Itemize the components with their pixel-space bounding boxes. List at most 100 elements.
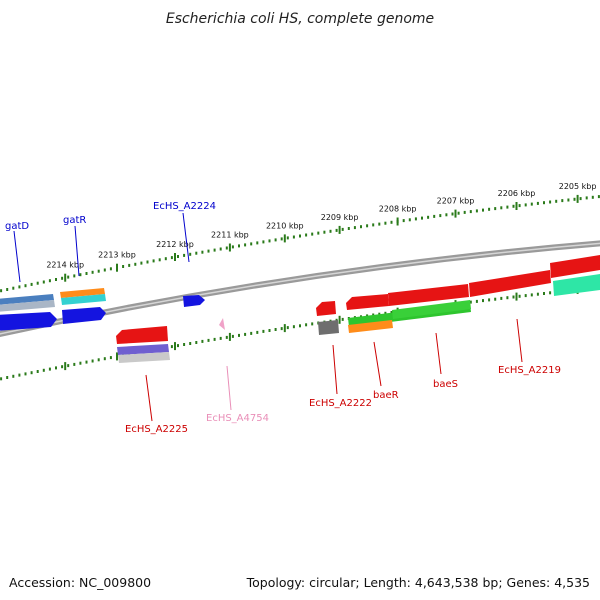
outer-tick-minor bbox=[268, 239, 271, 243]
gene-feature-gatd[interactable] bbox=[0, 312, 57, 331]
outer-tick-minor bbox=[366, 224, 369, 228]
outer-tick-minor bbox=[549, 200, 552, 204]
inner-tick-minor bbox=[195, 341, 198, 344]
outer-tick-minor bbox=[329, 229, 332, 233]
gene-feature-baes-shade2 bbox=[392, 300, 471, 319]
inner-tick-minor bbox=[262, 329, 265, 333]
scale-tick-label: 2210 kbp bbox=[266, 221, 304, 230]
scale-tick-label: 2212 kbp bbox=[156, 240, 194, 249]
outer-tick-minor bbox=[567, 198, 570, 202]
forward-gene-labels: gatD gatR EcHS_A2224 bbox=[5, 201, 216, 283]
gene-feature-baer[interactable] bbox=[346, 294, 389, 310]
outer-tick-major bbox=[116, 263, 118, 272]
outer-tick-major bbox=[454, 209, 457, 218]
outer-tick-minor bbox=[335, 228, 338, 232]
inner-tick-minor bbox=[469, 300, 472, 304]
inner-tick-minor bbox=[79, 361, 82, 365]
gene-feature-echs-a2224[interactable] bbox=[183, 295, 205, 307]
inner-tick-major bbox=[338, 315, 341, 324]
inner-tick-minor bbox=[85, 360, 88, 364]
gene-feature-edge-reverse[interactable] bbox=[550, 255, 600, 278]
gene-label-echs-a4754[interactable]: EcHS_A4754 bbox=[206, 413, 269, 424]
outer-tick-minor bbox=[30, 282, 33, 286]
gene-label-echs-a2222[interactable]: EcHS_A2222 bbox=[309, 398, 372, 409]
outer-tick-minor bbox=[134, 262, 137, 266]
inner-tick-minor bbox=[61, 365, 64, 369]
inner-tick-minor bbox=[219, 336, 222, 340]
inner-tick-minor bbox=[549, 291, 552, 295]
outer-tick-minor bbox=[244, 243, 247, 247]
gene-feature-gatr[interactable] bbox=[62, 307, 106, 324]
outer-tick-minor bbox=[421, 216, 423, 220]
outer-tick-minor bbox=[347, 227, 350, 230]
gene-feature-baes[interactable] bbox=[388, 284, 469, 306]
outer-tick-minor bbox=[36, 281, 39, 285]
outer-tick-major bbox=[283, 234, 286, 243]
inner-tick-minor bbox=[341, 317, 344, 321]
inner-tick-minor bbox=[475, 299, 478, 303]
gene-feature-gatd-outer[interactable] bbox=[0, 294, 54, 305]
inner-tick-minor bbox=[189, 342, 192, 345]
gene-feature-baer-shade bbox=[348, 320, 393, 333]
inner-tick-minor bbox=[390, 311, 393, 314]
outer-tick-minor bbox=[408, 218, 411, 222]
gene-label-gatr[interactable]: gatR bbox=[63, 215, 86, 226]
outer-tick-minor bbox=[475, 209, 478, 213]
inner-tick-minor bbox=[506, 296, 509, 300]
outer-tick-minor bbox=[97, 269, 100, 273]
outer-tick-minor bbox=[152, 259, 155, 263]
gene-feature-echs-a2222-shade bbox=[318, 320, 339, 335]
inner-tick-minor bbox=[18, 373, 21, 377]
inner-tick-minor bbox=[305, 323, 308, 327]
gene-label-gatd[interactable]: gatD bbox=[5, 221, 29, 232]
inner-tick-minor bbox=[207, 338, 210, 342]
gene-label-echs-a2224[interactable]: EcHS_A2224 bbox=[153, 201, 216, 212]
inner-tick-minor bbox=[225, 335, 228, 339]
inner-tick-minor bbox=[494, 297, 497, 301]
scale-tick-label: 2205 kbp bbox=[559, 182, 597, 191]
outer-tick-minor bbox=[597, 195, 600, 199]
outer-tick-minor bbox=[305, 233, 308, 237]
inner-tick-minor bbox=[12, 374, 15, 378]
outer-tick-minor bbox=[311, 232, 314, 236]
gene-label-baer[interactable]: baeR bbox=[373, 390, 399, 401]
outer-tick-minor bbox=[238, 244, 240, 248]
inner-tick-minor bbox=[311, 322, 314, 326]
inner-tick-minor bbox=[201, 339, 204, 343]
gene-feature-echs-a2225[interactable] bbox=[116, 326, 168, 344]
outer-tick-major bbox=[396, 217, 399, 226]
inner-tick-minor bbox=[286, 326, 289, 330]
inner-tick-minor bbox=[24, 372, 27, 376]
gene-feature-echs-a2225-shade2 bbox=[118, 352, 170, 363]
outer-tick-minor bbox=[591, 195, 594, 199]
outer-tick-major bbox=[174, 253, 176, 261]
gene-feature-echs-a2222[interactable] bbox=[316, 301, 336, 316]
inner-tick-major bbox=[283, 324, 286, 333]
outer-tick-minor bbox=[189, 252, 192, 256]
outer-tick-minor bbox=[140, 261, 143, 265]
gene-feature-echs-a2219[interactable] bbox=[469, 270, 551, 297]
leader-gatr bbox=[74, 225, 80, 277]
outer-tick-minor bbox=[85, 272, 88, 275]
inner-tick-minor bbox=[91, 359, 94, 363]
forward-inner-track bbox=[0, 307, 106, 331]
gene-feature-gatr-outer[interactable] bbox=[60, 288, 105, 298]
outer-tick-minor bbox=[384, 221, 387, 225]
gene-label-echs-a2219[interactable]: EcHS_A2219 bbox=[498, 365, 561, 376]
gene-feature-echs-a4754[interactable] bbox=[219, 318, 225, 330]
inner-tick-minor bbox=[500, 296, 503, 300]
gene-label-echs-a2225[interactable]: EcHS_A2225 bbox=[125, 424, 188, 435]
outer-tick-minor bbox=[360, 225, 362, 229]
inner-tick-minor bbox=[536, 292, 539, 296]
scale-tick-label: 2206 kbp bbox=[498, 189, 536, 198]
outer-tick-minor bbox=[213, 248, 216, 252]
map-title: Escherichia coli HS, complete genome bbox=[166, 11, 434, 27]
outer-tick-minor bbox=[164, 257, 167, 261]
scale-tick-labels: 2214 kbp 2213 kbp 2212 kbp 2211 kbp 2210 kbp… bbox=[46, 182, 596, 270]
outer-tick-minor bbox=[341, 227, 344, 231]
outer-tick-minor bbox=[561, 199, 564, 203]
outer-tick-minor bbox=[207, 249, 210, 253]
gene-label-baes[interactable]: baeS bbox=[433, 379, 458, 390]
inner-tick-minor bbox=[231, 334, 234, 338]
